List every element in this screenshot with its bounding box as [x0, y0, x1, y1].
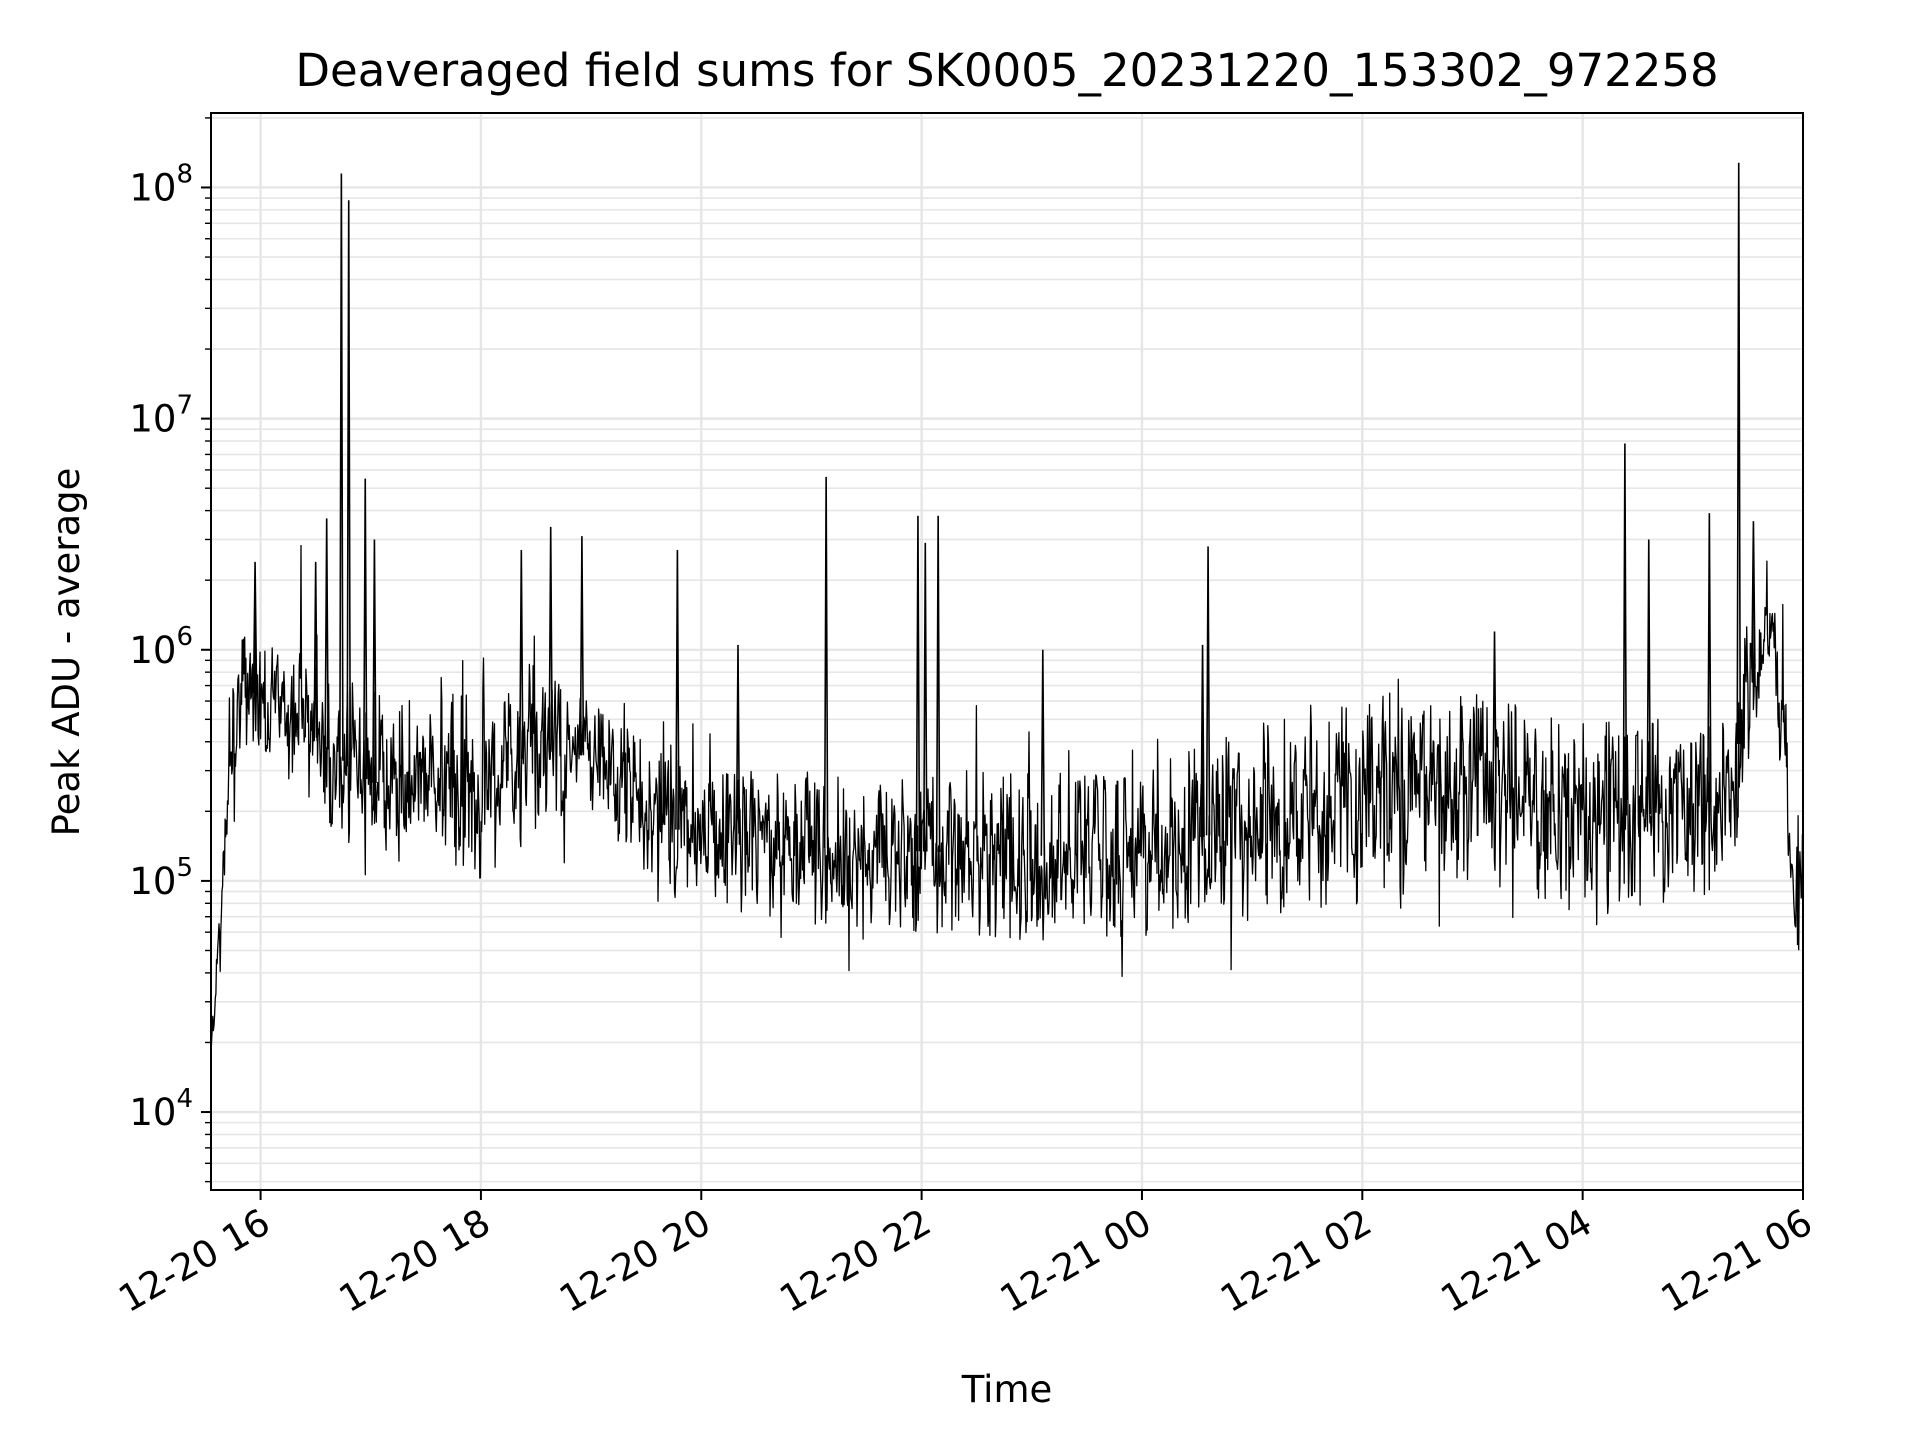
y-tick-base: 10 — [129, 629, 176, 672]
spike — [1200, 644, 1205, 838]
spike — [346, 200, 352, 767]
spike — [675, 550, 680, 830]
spike — [1622, 443, 1628, 816]
chart-title: Deaveraged field sums for SK0005_2023122… — [295, 44, 1718, 97]
y-tick-base: 10 — [129, 1091, 176, 1134]
spike — [735, 644, 741, 845]
y-tick-base: 10 — [129, 860, 176, 903]
y-tick-base: 10 — [129, 398, 176, 441]
spike — [372, 539, 377, 783]
spike — [935, 515, 941, 853]
spike — [252, 561, 258, 694]
axis-ticks — [201, 117, 1804, 1200]
y-tick-label: 106 — [129, 622, 193, 672]
spike — [324, 518, 329, 750]
spike — [1492, 631, 1497, 794]
spike — [1646, 539, 1652, 815]
spike — [1707, 513, 1712, 803]
spike — [579, 536, 585, 756]
spike — [922, 542, 928, 852]
spike — [1751, 521, 1756, 669]
series-line — [210, 162, 1804, 1055]
y-axis-label: Peak ADU - average — [45, 468, 88, 837]
spike — [915, 515, 921, 852]
y-tick-label: 104 — [129, 1084, 193, 1134]
spike — [823, 476, 829, 848]
y-tick-exponent: 5 — [176, 853, 193, 883]
y-tick-label: 108 — [129, 159, 193, 209]
x-axis-label: Time — [961, 1368, 1053, 1411]
spike — [519, 550, 524, 760]
series-trace — [210, 544, 1804, 1055]
spike — [1040, 649, 1046, 856]
plot-area — [211, 113, 1803, 1190]
y-tick-label: 107 — [129, 391, 193, 441]
spike — [1205, 546, 1211, 836]
y-tick-base: 10 — [129, 166, 176, 209]
spike — [339, 173, 344, 761]
spike — [362, 478, 368, 780]
y-tick-exponent: 7 — [176, 391, 193, 421]
spike — [1736, 162, 1742, 744]
grid-lines — [211, 113, 1805, 1190]
y-tick-exponent: 4 — [176, 1084, 193, 1114]
spike — [548, 526, 553, 752]
spike — [313, 561, 318, 742]
y-tick-exponent: 6 — [176, 622, 193, 652]
y-tick-exponent: 8 — [176, 159, 193, 189]
plot-frame — [210, 112, 1804, 1191]
y-tick-label: 105 — [129, 853, 193, 903]
